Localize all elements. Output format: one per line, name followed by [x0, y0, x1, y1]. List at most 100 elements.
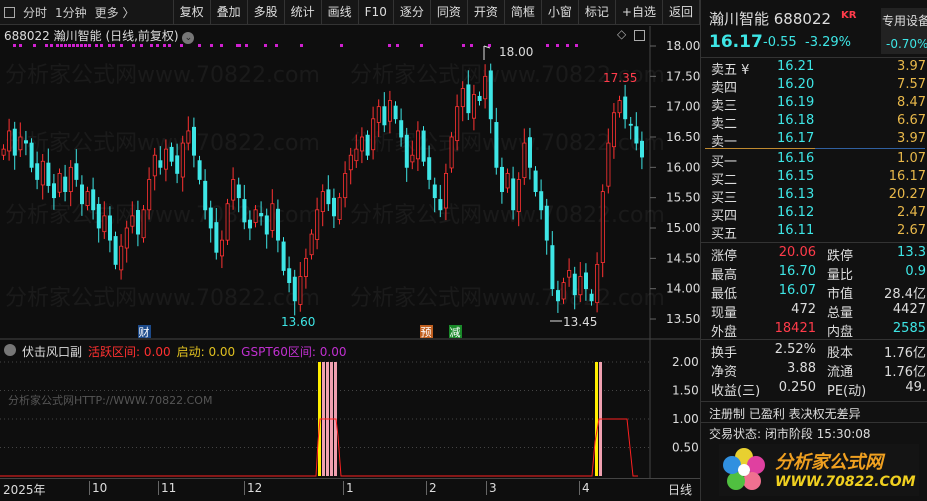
quote-row: 买二 16.15 16.17 [711, 169, 926, 189]
candle-body [544, 205, 549, 241]
quote-cell: 买一 [711, 155, 738, 170]
quote-cell: 20.06 [778, 245, 816, 260]
toolbar-button[interactable]: 多股 [248, 0, 285, 25]
quote-row: 最高 16.70 量比 0.9 [711, 264, 926, 284]
toolbar-button[interactable]: 逐分 [394, 0, 431, 25]
candle-body [606, 142, 611, 187]
candle-body [108, 215, 113, 241]
event-marker-text: 财 [139, 325, 150, 339]
toolbar-button[interactable]: 小窗 [542, 0, 579, 25]
signal-dot [120, 44, 123, 47]
signal-dot [275, 44, 278, 47]
quote-cell: 内盘 [827, 325, 854, 340]
panel-toggle-icon[interactable] [4, 6, 15, 18]
candle-body [214, 222, 219, 253]
sector-box[interactable]: 专用设备 -0.70% [881, 8, 927, 54]
signal-dot [556, 44, 559, 47]
toolbar-button[interactable]: 简框 [505, 0, 542, 25]
date-label: 11 [158, 481, 176, 495]
toolbar-button[interactable]: +自选 [616, 0, 663, 25]
toolbar-button[interactable]: 开资 [468, 0, 505, 25]
candle-body [589, 293, 594, 302]
candle-body [382, 106, 387, 126]
active-range-line [0, 418, 638, 477]
quote-cell: 买二 [711, 173, 738, 188]
candle-body [376, 106, 381, 123]
candle-body [343, 173, 348, 199]
event-marker[interactable] [449, 325, 462, 338]
window-icon[interactable] [634, 30, 645, 41]
signal-dot [64, 44, 67, 47]
candle-body [158, 160, 163, 168]
quote-cell: 买四 [711, 209, 738, 224]
candle-body [147, 179, 152, 211]
signal-dot [150, 44, 153, 47]
quote-cell: 2.47 [897, 205, 926, 220]
candle-body [359, 136, 364, 152]
toolbar-button[interactable]: 复权 [174, 0, 211, 25]
signal-dot [198, 44, 201, 47]
quote-cell: 16.12 [777, 205, 815, 220]
indicator-tick: 1.50 [672, 384, 699, 398]
date-label: 2025年 [3, 483, 46, 497]
watermark: 分析家公式网www.70822.com [5, 131, 320, 156]
quote-cell: 股本 [827, 346, 854, 361]
quote-cell: 净资 [711, 365, 738, 380]
candle-body [354, 148, 359, 162]
date-label: 10 [89, 481, 107, 495]
event-marker[interactable] [138, 325, 151, 338]
toolbar-button[interactable]: F10 [359, 0, 394, 25]
period-group: 分时 1分钟 更多 〉 [0, 0, 174, 25]
toolbar-button[interactable]: 画线 [322, 0, 359, 25]
price-annotation: 13.45 [563, 315, 597, 329]
candle-body [528, 137, 533, 168]
signal-dot [388, 44, 391, 47]
signal-dot [56, 44, 59, 47]
tab-1min[interactable]: 1分钟 [55, 5, 87, 20]
quote-cell: 换手 [711, 346, 738, 361]
candle-body [404, 134, 409, 168]
more-button[interactable]: 更多 〉 [94, 5, 135, 20]
watermark: 分析家公式网www.70822.com [350, 203, 665, 228]
quote-row: 买三 16.13 20.27 [711, 187, 926, 207]
signal-dot [168, 44, 171, 47]
candle-body [449, 136, 454, 169]
candle-body [455, 106, 460, 142]
toolbar-button[interactable]: 叠加 [211, 0, 248, 25]
candle-body [432, 184, 437, 199]
quote-cell: 7.57 [897, 77, 926, 92]
quote-row: 卖五 ¥ 16.21 3.97 [711, 59, 926, 79]
quote-row: 卖三 16.19 8.47 [711, 95, 926, 115]
candle-body [600, 191, 605, 263]
toolbar-button[interactable]: 统计 [285, 0, 322, 25]
diamond-icon[interactable]: ◇ [617, 27, 627, 41]
toolbar-button[interactable]: 返回 [663, 0, 700, 25]
quote-cell: 0.9 [905, 264, 926, 279]
candle-body [23, 140, 28, 144]
candle-body [628, 123, 633, 126]
quote-cell: 现量 [711, 306, 738, 321]
event-marker[interactable] [420, 325, 433, 338]
quote-row: 买四 16.12 2.47 [711, 205, 926, 225]
candle-body [18, 136, 23, 151]
price-tick: 14.00 [666, 282, 700, 296]
candle-body [326, 189, 331, 205]
price-tick: 16.50 [666, 130, 700, 144]
quote-cell: 6.67 [897, 113, 926, 128]
candle-body [612, 112, 617, 148]
quote-cell: 量比 [827, 268, 854, 283]
chevron-down-icon[interactable] [4, 344, 16, 356]
signal-dot [575, 44, 578, 47]
toolbar-button[interactable]: 标记 [579, 0, 616, 25]
candle-body [505, 173, 510, 189]
chevron-down-icon[interactable]: ⌄ [182, 32, 195, 44]
tab-intraday[interactable]: 分时 [23, 5, 48, 20]
candle-body [393, 105, 398, 120]
signal-dot [50, 44, 53, 47]
price-annotation: 13.60 [281, 315, 315, 329]
candle-body [68, 166, 73, 193]
quote-cell: 472 [791, 302, 816, 317]
price-tick: 18.00 [666, 39, 700, 53]
toolbar-button[interactable]: 同资 [431, 0, 468, 25]
quote-cell: 3.97 [897, 131, 926, 146]
